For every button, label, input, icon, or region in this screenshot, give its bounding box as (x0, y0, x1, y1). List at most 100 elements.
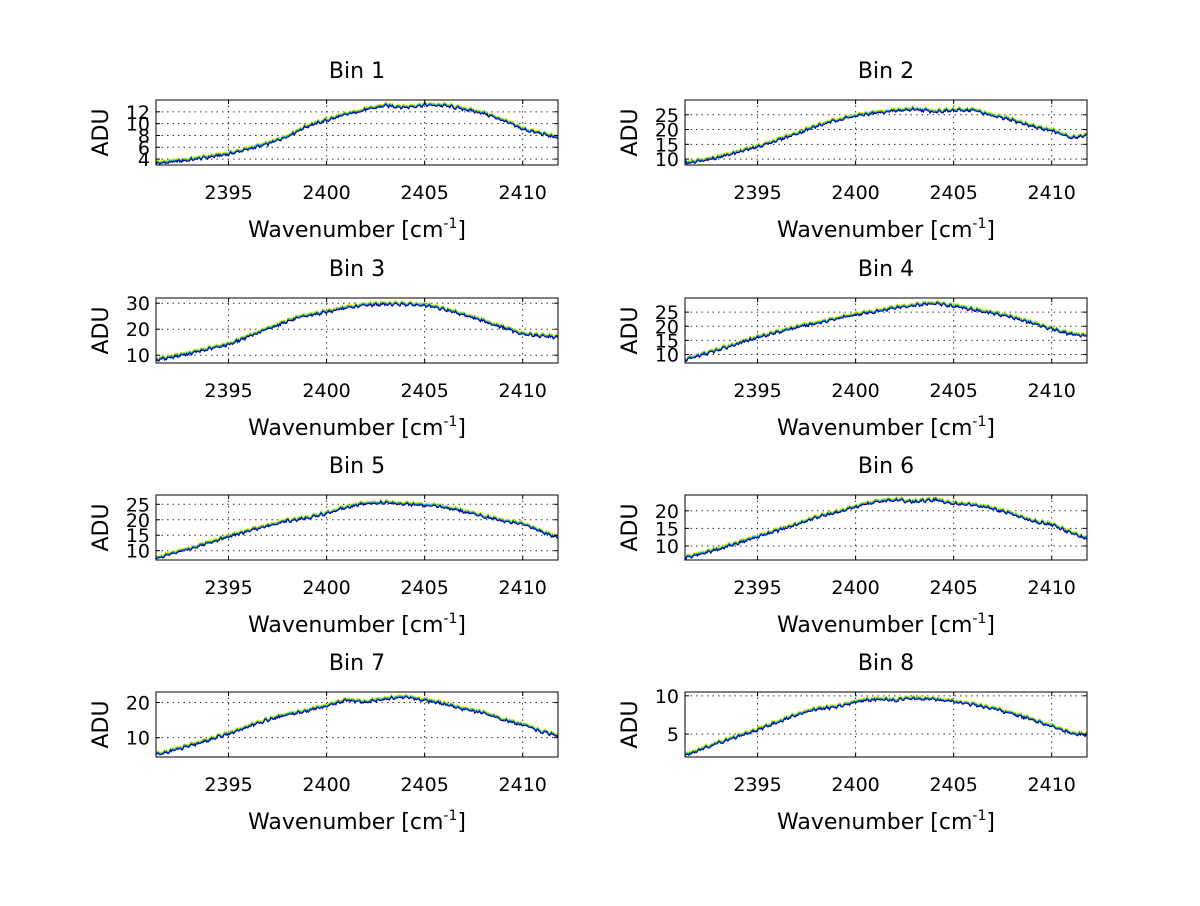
x-tick-label: 2395 (733, 380, 781, 402)
y-tick-label: 10 (126, 345, 150, 367)
x-tick-label: 2400 (302, 577, 350, 599)
series-line-cyan (684, 105, 1088, 164)
y-axis-label: ADU (89, 108, 114, 156)
x-axis-label: Wavenumber [cm-1] (777, 414, 995, 441)
x-tick-label: 2410 (1028, 380, 1076, 402)
x-axis-label: Wavenumber [cm-1] (248, 611, 466, 638)
series-line-cyan (155, 499, 559, 559)
y-tick-label: 25 (655, 105, 679, 127)
series-line-blue (684, 497, 1088, 560)
series-line-yellow (684, 299, 1088, 360)
y-tick-label: 4 (138, 149, 150, 171)
subplot-title: Bin 7 (329, 651, 385, 676)
y-tick-label: 8 (138, 125, 150, 147)
x-tick-label: 2410 (499, 774, 547, 796)
y-tick-label: 10 (655, 149, 679, 171)
x-tick-label: 2410 (499, 182, 547, 204)
y-axis-label: ADU (618, 503, 643, 551)
axes-box (684, 691, 1088, 758)
y-tick-label: 20 (655, 316, 679, 338)
y-axis-label: ADU (89, 503, 114, 551)
x-axis-label: Wavenumber [cm-1] (248, 216, 466, 243)
axes-box (684, 297, 1088, 364)
y-tick-label: 5 (667, 724, 679, 746)
x-tick-label: 2405 (929, 182, 977, 204)
series-line-yellow (155, 299, 559, 360)
y-tick-label: 20 (655, 501, 679, 523)
x-tick-label: 2405 (929, 380, 977, 402)
series-line-cyan (684, 496, 1088, 559)
y-tick-label: 10 (655, 345, 679, 367)
y-tick-label: 15 (126, 525, 150, 547)
x-axis-label: Wavenumber [cm-1] (248, 808, 466, 835)
x-tick-label: 2410 (1028, 774, 1076, 796)
y-tick-label: 10 (126, 728, 150, 750)
y-axis-label: ADU (89, 700, 114, 748)
x-tick-label: 2410 (499, 577, 547, 599)
subplot-title: Bin 8 (858, 651, 914, 676)
y-tick-label: 15 (655, 330, 679, 352)
series-line-cyan (155, 694, 559, 755)
x-tick-label: 2400 (831, 774, 879, 796)
y-tick-label: 20 (126, 319, 150, 341)
axes-box (684, 99, 1088, 166)
series-line-cyan (155, 301, 559, 361)
series-line-yellow (155, 693, 559, 754)
series-line-yellow (684, 495, 1088, 558)
y-tick-label: 10 (655, 686, 679, 708)
x-tick-label: 2405 (400, 774, 448, 796)
y-tick-label: 20 (126, 693, 150, 715)
y-axis-label: ADU (618, 306, 643, 354)
y-tick-label: 30 (126, 293, 150, 315)
y-tick-label: 20 (655, 120, 679, 142)
x-axis-label: Wavenumber [cm-1] (777, 808, 995, 835)
series-line-cyan (155, 101, 559, 164)
axes-box (155, 494, 559, 561)
subplot-title: Bin 3 (329, 257, 385, 282)
x-axis-label: Wavenumber [cm-1] (777, 216, 995, 243)
y-tick-label: 15 (655, 134, 679, 156)
x-axis-label: Wavenumber [cm-1] (248, 414, 466, 441)
x-tick-label: 2410 (1028, 577, 1076, 599)
y-tick-label: 10 (126, 541, 150, 563)
subplot-3: 2395 2400 2405 2410 10 20 30 Bin 3 ADU Wavenumber… (89, 257, 559, 441)
axes-box (684, 494, 1088, 561)
subplot-title: Bin 4 (858, 257, 914, 282)
axes-box (155, 297, 559, 364)
axes-box (155, 691, 559, 758)
x-tick-label: 2395 (204, 577, 252, 599)
subplot-title: Bin 1 (329, 59, 385, 84)
y-tick-label: 25 (655, 302, 679, 324)
x-axis-label: Wavenumber [cm-1] (777, 611, 995, 638)
x-tick-label: 2395 (204, 380, 252, 402)
y-tick-label: 6 (138, 137, 150, 159)
x-tick-label: 2395 (733, 577, 781, 599)
y-axis-label: ADU (618, 700, 643, 748)
x-tick-label: 2400 (831, 182, 879, 204)
series-line-yellow (155, 100, 559, 163)
y-tick-label: 10 (126, 114, 150, 136)
series-line-yellow (684, 104, 1088, 163)
subplot-title: Bin 5 (329, 454, 385, 479)
series-line-blue (155, 102, 559, 165)
axes-box (155, 99, 559, 166)
y-axis-label: ADU (618, 108, 643, 156)
subplot-7: 2395 2400 2405 2410 10 20 Bin 7 ADU Wavenumber [… (89, 651, 559, 835)
x-tick-label: 2410 (499, 380, 547, 402)
x-tick-label: 2405 (929, 577, 977, 599)
series-line-yellow (155, 497, 559, 557)
series-line-blue (155, 500, 559, 560)
series-line-blue (155, 695, 559, 756)
x-tick-label: 2400 (831, 380, 879, 402)
subplot-title: Bin 2 (858, 59, 914, 84)
series-line-blue (684, 106, 1088, 165)
x-tick-label: 2395 (204, 774, 252, 796)
y-tick-label: 20 (126, 510, 150, 532)
x-tick-label: 2400 (302, 182, 350, 204)
